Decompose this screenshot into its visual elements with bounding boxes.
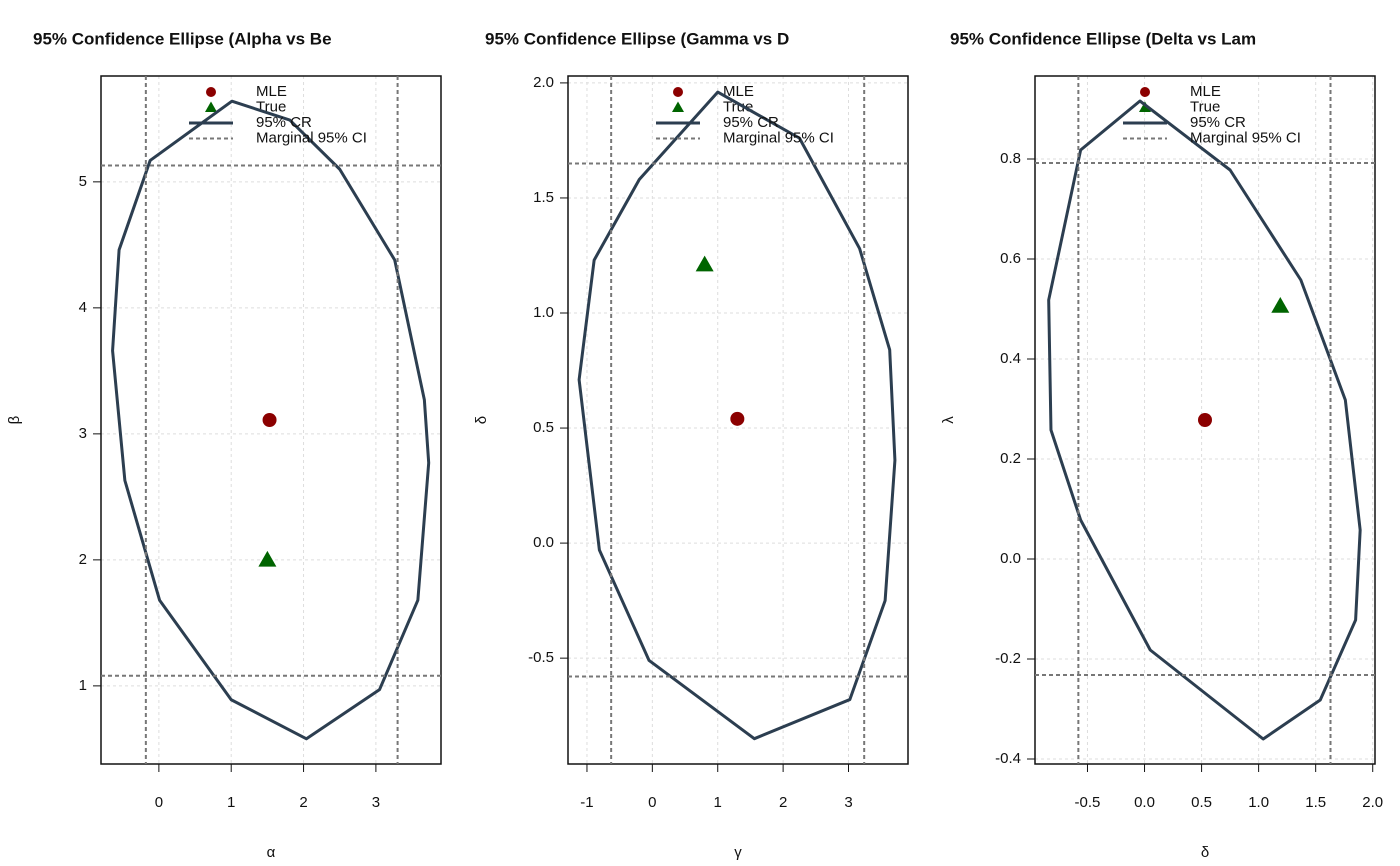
chart-title: 95% Confidence Ellipse (Delta vs Lam bbox=[950, 29, 1256, 48]
legend-label: Marginal 95% CI bbox=[1190, 129, 1301, 146]
x-tick-label: -0.5 bbox=[1075, 794, 1101, 811]
x-tick-label: 3 bbox=[844, 794, 852, 811]
legend-label: MLE bbox=[1190, 83, 1221, 100]
point bbox=[1198, 413, 1212, 427]
confidence-ellipse bbox=[111, 99, 431, 741]
y-tick-label: 5 bbox=[79, 173, 87, 190]
x-tick-label: 0 bbox=[648, 794, 656, 811]
legend-label: Marginal 95% CI bbox=[256, 129, 367, 146]
x-tick-label: 2 bbox=[779, 794, 787, 811]
chart-title: 95% Confidence Ellipse (Gamma vs D bbox=[485, 29, 789, 48]
legend-label: True bbox=[1190, 98, 1220, 115]
legend-label: MLE bbox=[256, 83, 287, 100]
y-tick-label: 3 bbox=[79, 425, 87, 442]
y-tick-label: -0.4 bbox=[995, 750, 1021, 767]
y-tick-label: 0.5 bbox=[533, 419, 554, 436]
x-tick-label: 2.0 bbox=[1362, 794, 1383, 811]
plot-frame bbox=[567, 75, 909, 765]
x-tick-label: 0 bbox=[155, 794, 163, 811]
point bbox=[258, 550, 277, 567]
x-tick-label: 1 bbox=[227, 794, 235, 811]
y-tick-label: 1.5 bbox=[533, 189, 554, 206]
legend-symbol bbox=[205, 101, 217, 112]
y-tick-label: 1 bbox=[79, 677, 87, 694]
y-tick-label: 4 bbox=[79, 299, 87, 316]
y-tick-label: 0.2 bbox=[1000, 450, 1021, 467]
legend-symbol bbox=[672, 101, 684, 112]
y-tick-label: 0.6 bbox=[1000, 250, 1021, 267]
x-tick-label: 3 bbox=[372, 794, 380, 811]
legend-label: 95% CR bbox=[1190, 114, 1246, 131]
x-tick-label: 2 bbox=[299, 794, 307, 811]
legend-symbol bbox=[1139, 101, 1151, 112]
legend-label: 95% CR bbox=[723, 114, 779, 131]
y-tick-label: 0.8 bbox=[1000, 150, 1021, 167]
x-tick-label: 0.0 bbox=[1134, 794, 1155, 811]
plot-frame bbox=[1034, 75, 1376, 765]
plot-frame bbox=[100, 75, 442, 765]
y-tick-label: 0.4 bbox=[1000, 350, 1021, 367]
y-tick-label: 2.0 bbox=[533, 74, 554, 91]
y-axis-label: β bbox=[6, 415, 23, 424]
x-axis-label: α bbox=[267, 844, 276, 861]
confidence-ellipse bbox=[1047, 99, 1362, 741]
y-tick-label: -0.5 bbox=[528, 649, 554, 666]
y-axis-label: λ bbox=[940, 416, 957, 424]
legend-symbol bbox=[206, 87, 216, 97]
legend-label: True bbox=[723, 98, 753, 115]
legend-label: 95% CR bbox=[256, 114, 312, 131]
y-tick-label: 2 bbox=[79, 551, 87, 568]
chart-title: 95% Confidence Ellipse (Alpha vs Be bbox=[33, 29, 332, 48]
legend-symbol bbox=[673, 87, 683, 97]
legend-label: MLE bbox=[723, 83, 754, 100]
point bbox=[262, 413, 277, 427]
x-tick-label: 1.5 bbox=[1305, 794, 1326, 811]
x-tick-label: 1 bbox=[714, 794, 722, 811]
y-axis-label: δ bbox=[473, 416, 490, 424]
y-tick-label: 0.0 bbox=[533, 534, 554, 551]
y-tick-label: -0.2 bbox=[995, 650, 1021, 667]
y-tick-label: 0.0 bbox=[1000, 550, 1021, 567]
point bbox=[695, 255, 714, 272]
legend-label: Marginal 95% CI bbox=[723, 129, 834, 146]
x-tick-label: -1 bbox=[580, 794, 593, 811]
x-axis-label: δ bbox=[1201, 844, 1209, 861]
point bbox=[1271, 297, 1290, 313]
legend-symbol bbox=[1140, 87, 1150, 97]
y-tick-label: 1.0 bbox=[533, 304, 554, 321]
point bbox=[730, 411, 745, 426]
x-tick-label: 0.5 bbox=[1191, 794, 1212, 811]
x-tick-label: 1.0 bbox=[1248, 794, 1269, 811]
x-axis-label: γ bbox=[734, 844, 742, 861]
